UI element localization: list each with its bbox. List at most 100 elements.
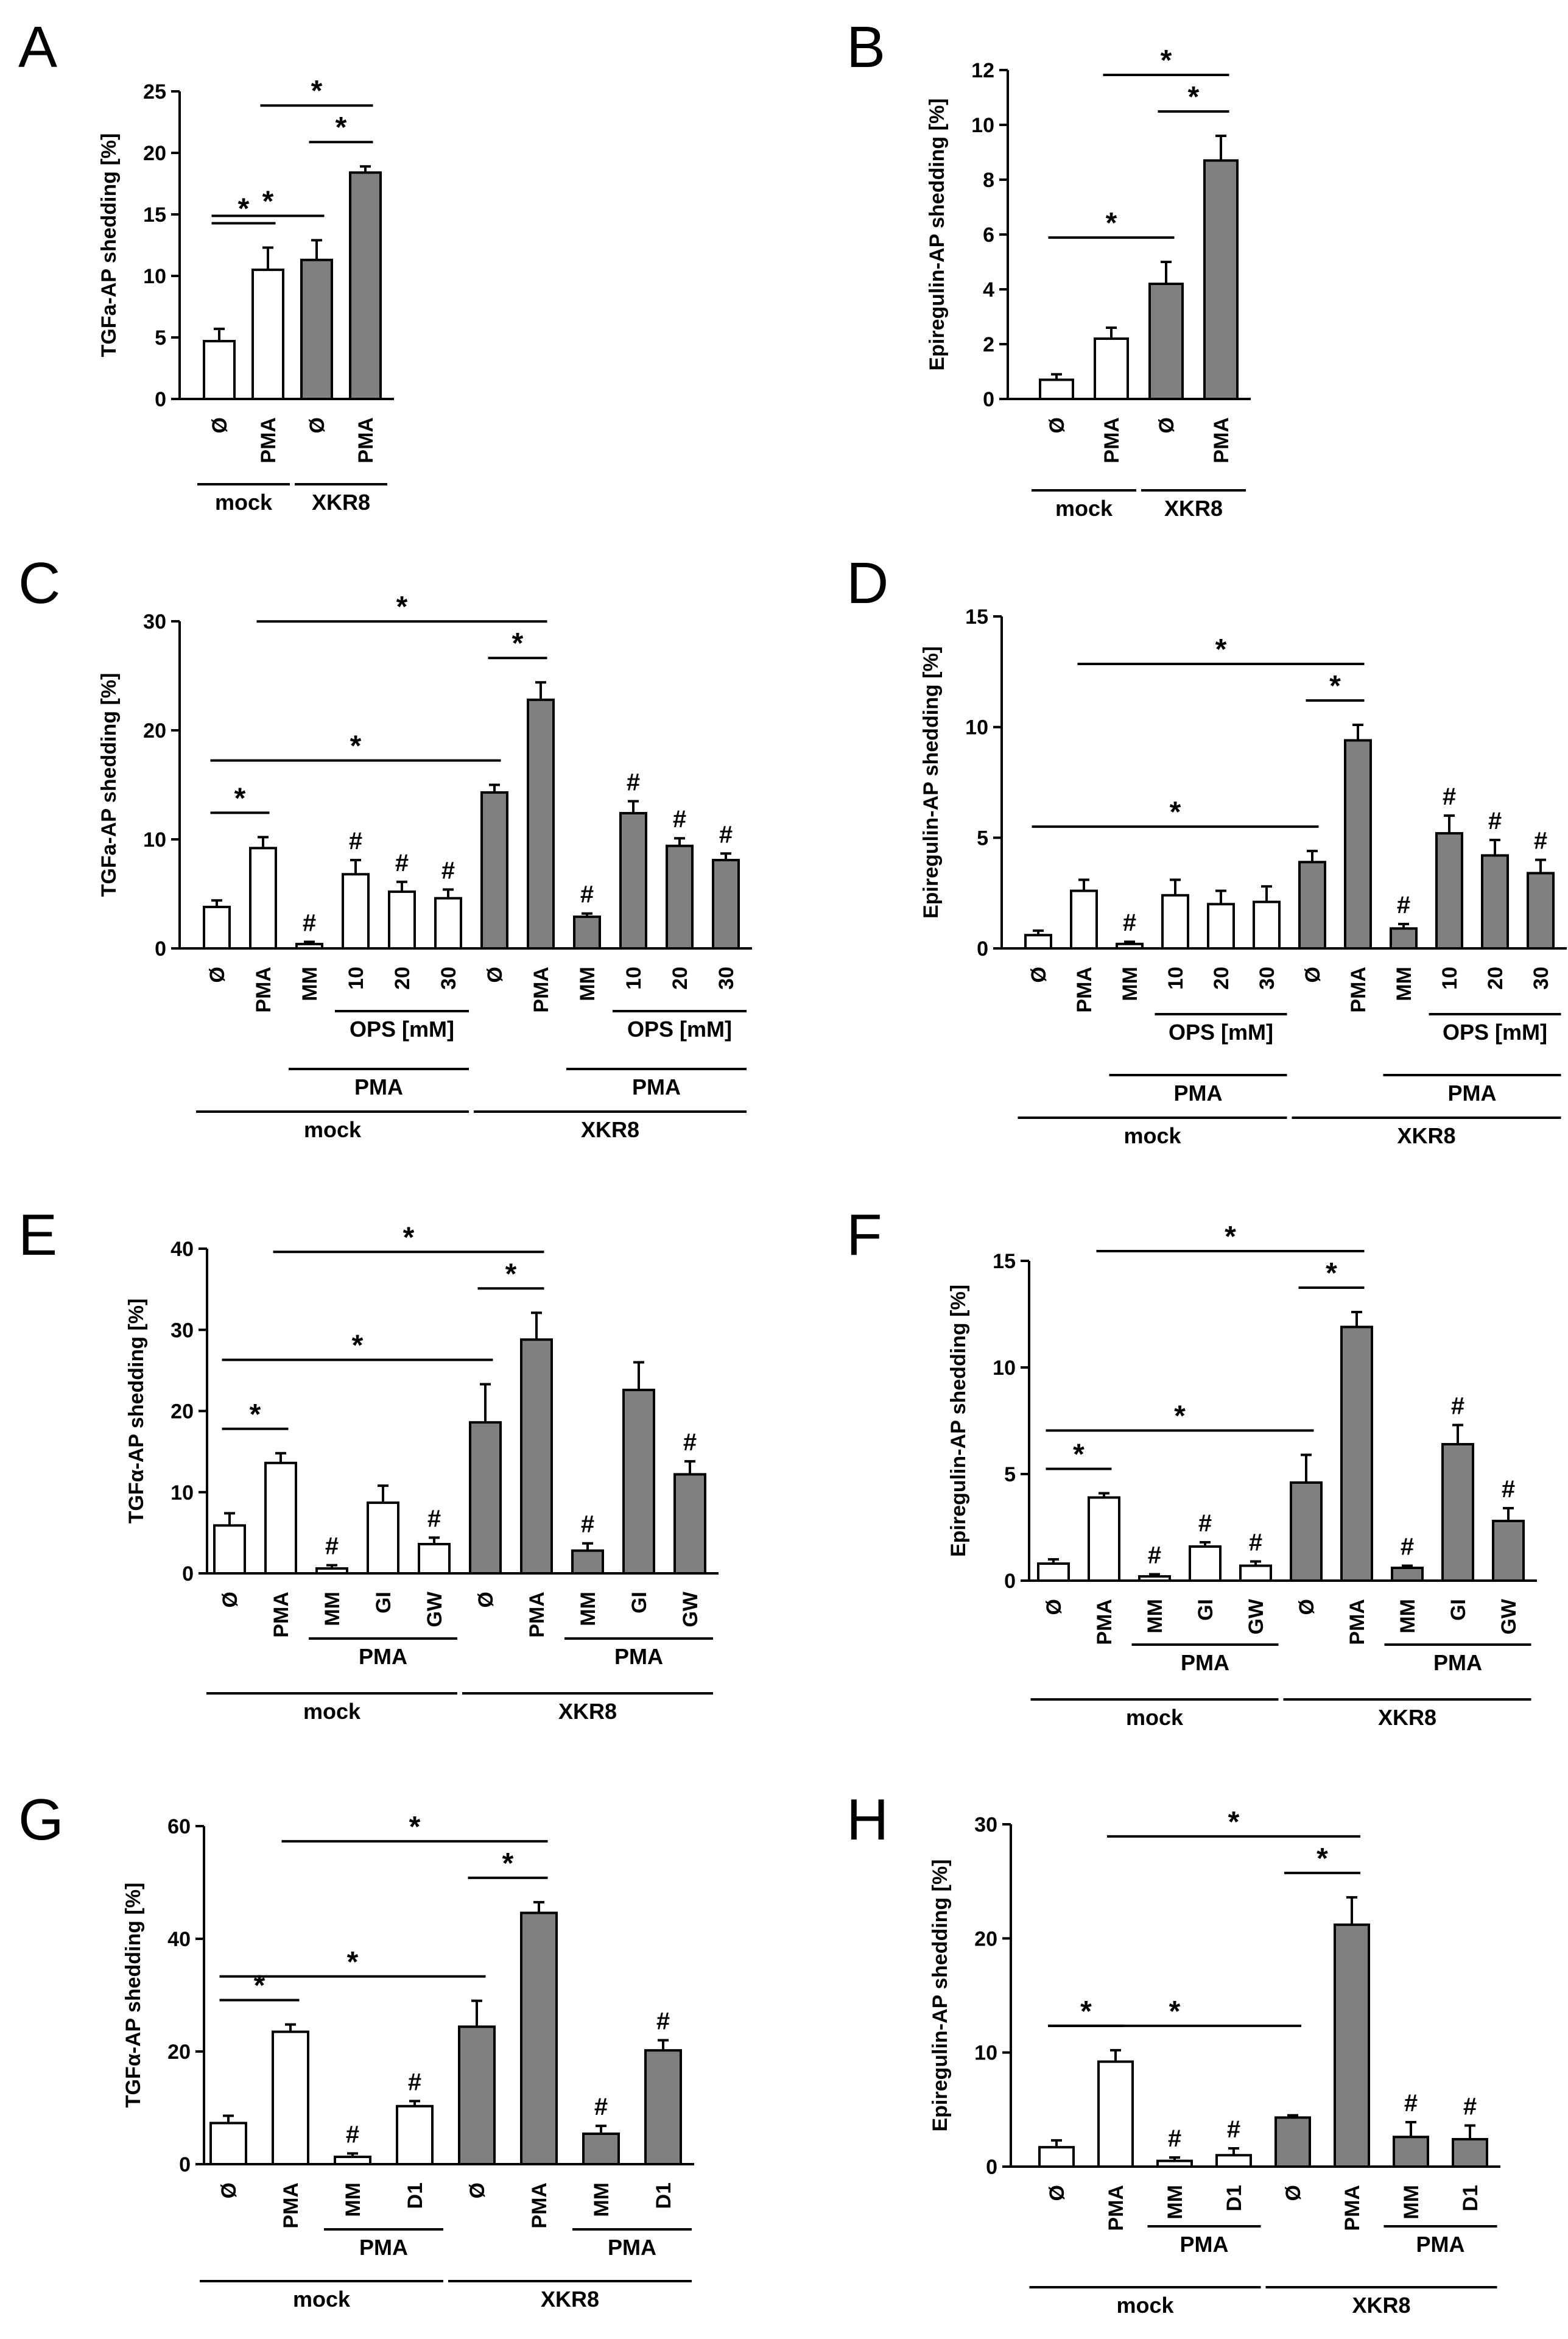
group-label: mock (304, 1117, 362, 1142)
y-tick-label: 5 (977, 827, 988, 850)
bar (644, 2049, 682, 2165)
hash-marker: # (1123, 909, 1136, 936)
significance-star: * (502, 1847, 514, 1880)
y-tick-label: 10 (971, 114, 994, 137)
group-label: XKR8 (581, 1117, 639, 1142)
category-label: MM (1119, 967, 1142, 1001)
bar (458, 2025, 496, 2166)
hash-marker: # (346, 2121, 359, 2148)
panel-c: C 0 10 20 30 TGFa-AP shedding [%] Ø PMA # MM #10 #2… (18, 551, 752, 1142)
bar (582, 2133, 620, 2166)
category-label: PMA (526, 1592, 549, 1638)
bar (1344, 739, 1372, 950)
group-label: OPS [mM] (350, 1017, 454, 1042)
category-label: MM (1396, 1599, 1419, 1634)
group-label: OPS [mM] (1443, 1020, 1547, 1045)
group-label: XKR8 (541, 2287, 599, 2312)
category-label: 20 (1210, 967, 1233, 990)
bar (1391, 1567, 1424, 1582)
category-label: GI (372, 1592, 395, 1614)
y-tick-label: 20 (143, 142, 166, 165)
group-label: OPS [mM] (1169, 1020, 1273, 1045)
hash-marker: # (1401, 1534, 1414, 1561)
bar (209, 2122, 247, 2166)
hash-marker: # (1443, 783, 1456, 810)
significance-star: * (1317, 1843, 1328, 1875)
bar (1253, 900, 1281, 950)
hash-marker: # (408, 2069, 421, 2095)
y-tick-label: 30 (171, 1319, 194, 1342)
significance-star: * (1174, 1400, 1186, 1433)
y-tick-label: 0 (155, 937, 166, 961)
y-tick-label: 25 (143, 80, 166, 104)
y-tick-label: 2 (983, 333, 994, 356)
panel-letter: A (18, 15, 57, 80)
group-label: mock (1055, 496, 1113, 521)
significance-star: * (238, 193, 250, 225)
bar (1024, 934, 1052, 950)
bar (622, 1388, 655, 1575)
panel-letter: E (18, 1202, 57, 1268)
bar (315, 1567, 348, 1575)
bar (213, 1524, 246, 1575)
bar (1138, 1575, 1171, 1582)
category-label: 10 (1438, 967, 1461, 990)
significance-star: * (512, 627, 524, 660)
category-label: MM (298, 967, 322, 1001)
significance-star: * (1215, 633, 1227, 666)
y-tick-label: 20 (143, 719, 166, 743)
category-label: MM (321, 1592, 344, 1626)
significance-star: * (311, 75, 323, 107)
category-label: Ø (483, 967, 507, 983)
hash-marker: # (1198, 1510, 1212, 1537)
category-label: Ø (217, 2182, 241, 2198)
hash-marker: # (1534, 828, 1547, 855)
bar (367, 1501, 399, 1575)
group-label: mock (1126, 1705, 1184, 1730)
bar (480, 791, 508, 950)
category-label: 30 (437, 967, 460, 990)
category-label: 10 (622, 967, 645, 990)
hash-marker: # (1463, 2094, 1477, 2120)
y-tick-label: 5 (155, 326, 166, 350)
group-label: XKR8 (312, 490, 370, 515)
significance-star: * (254, 1970, 265, 2002)
bar (203, 905, 231, 950)
category-label: PMA (1341, 2185, 1364, 2231)
bar (1037, 1562, 1070, 1582)
y-tick-label: 10 (143, 828, 166, 852)
significance-star: * (1228, 1806, 1240, 1838)
significance-star: * (1329, 670, 1341, 702)
category-label: GW (679, 1591, 702, 1627)
y-tick-label: 60 (167, 1815, 191, 1838)
category-label: PMA (252, 967, 275, 1013)
bar (1097, 2060, 1134, 2168)
bar (1038, 2146, 1075, 2168)
group-label: mock (1123, 1123, 1181, 1148)
category-label: 30 (1530, 967, 1553, 990)
category-label: D1 (404, 2182, 427, 2209)
category-label: Ø (1295, 1599, 1318, 1615)
category-label: MM (1393, 967, 1416, 1001)
group-label: XKR8 (1164, 496, 1223, 521)
group-label: PMA (608, 2235, 656, 2260)
y-tick-label: 10 (974, 2042, 997, 2065)
significance-star: * (403, 1221, 415, 1254)
y-tick-label: 40 (171, 1238, 194, 1261)
hash-marker: # (580, 881, 594, 908)
significance-star: * (350, 730, 362, 763)
category-label: 30 (715, 967, 738, 990)
bar (1298, 861, 1326, 950)
y-tick-label: 0 (155, 388, 166, 411)
category-label: 10 (345, 967, 368, 990)
category-label: GI (628, 1592, 651, 1614)
category-label: MM (576, 967, 599, 1001)
group-label: PMA (354, 1074, 403, 1099)
category-label: PMA (354, 417, 378, 464)
hash-marker: # (1168, 2125, 1181, 2152)
group-label: PMA (1448, 1081, 1497, 1106)
significance-star: * (347, 1946, 359, 1978)
category-label: PMA (530, 967, 553, 1013)
bar (1215, 2154, 1252, 2168)
